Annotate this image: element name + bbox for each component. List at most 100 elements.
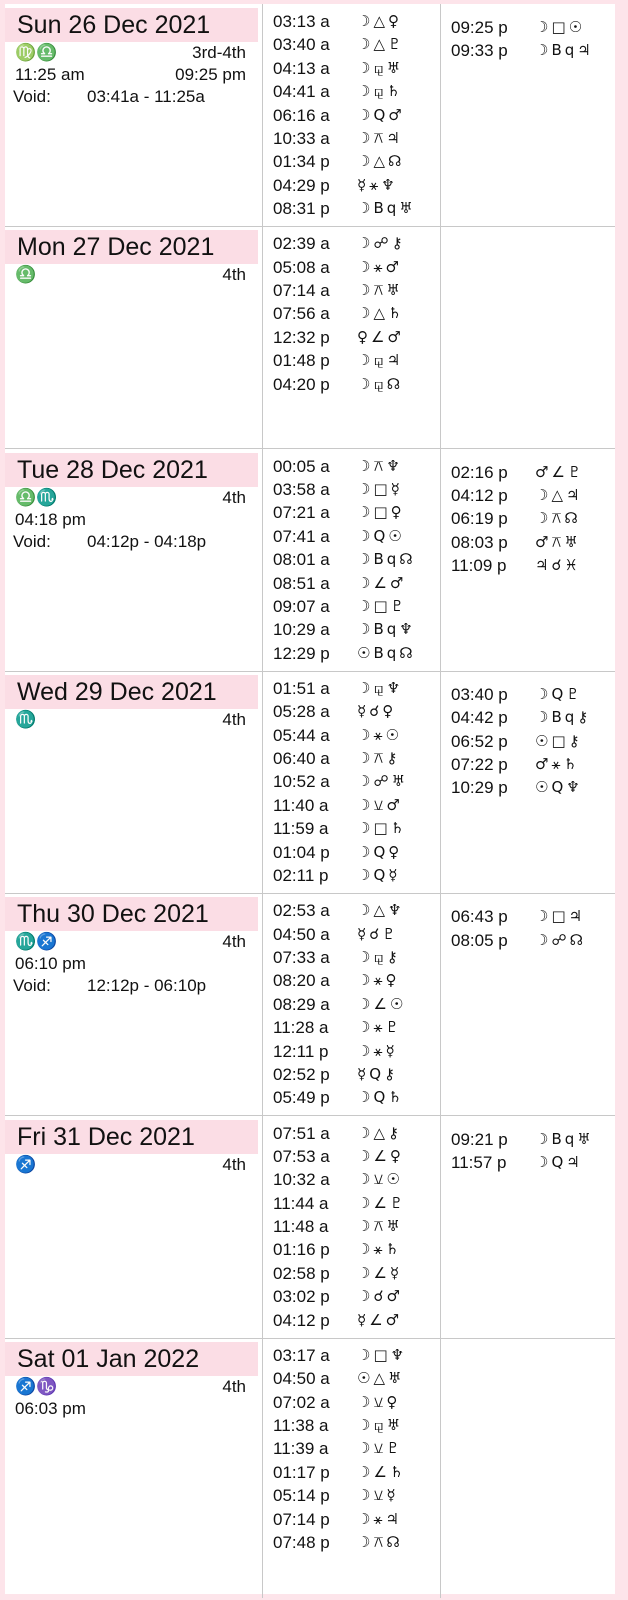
aspect-time: 03:13 a	[273, 12, 330, 31]
times-line: 04:18 pm	[5, 509, 262, 531]
aspect-row: 07:14 p ☽⚹♃	[263, 1508, 440, 1531]
aspect-list: 03:17 a ☽□♆ 04:50 a ☉△♅ 07:02 a ☽⚺♀ 11:38 a ☽⚼♅…	[263, 1338, 440, 1555]
times-line: 11:25 am 09:25 pm	[5, 64, 262, 86]
aspect-glyphs: ☽⚻☊	[357, 1532, 403, 1551]
aspect-row: 08:01 a ☽Bq☊	[263, 548, 440, 571]
aspect-time: 03:17 a	[273, 1345, 330, 1365]
day-row: Wed 29 Dec 2021 ♏ 4th 01:51 a ☽⚼♆ 05:28 a ☿☌♀ 0…	[5, 670, 615, 894]
aspect-glyphs: ☿∠♂	[357, 1310, 403, 1329]
phase-time: 09:25 pm	[175, 65, 246, 84]
aspect-row: 11:44 a ☽∠♇	[263, 1192, 440, 1215]
aspect-list: 03:13 a ☽△♀ 03:40 a ☽△♇ 04:13 a ☽⚼♅ 04:41 a ☽⚼♄…	[263, 4, 440, 221]
times-line: 06:03 pm	[5, 1398, 262, 1420]
aspect-row: 11:09 p ♃☌♓	[441, 554, 615, 577]
day-date-header: Sat 01 Jan 2022	[5, 1341, 258, 1376]
day-date-header: Thu 30 Dec 2021	[5, 897, 258, 932]
aspect-time: 12:11 p	[273, 1041, 329, 1061]
aspect-list: 00:05 a ☽⚻♆ 03:58 a ☽□☿ 07:21 a ☽□♀ 07:41 a ☽Q☉…	[263, 449, 440, 666]
aspect-glyphs: ☽□☉	[535, 18, 586, 36]
aspect-glyphs: ☽Q♃	[535, 1152, 583, 1171]
day-row: Thu 30 Dec 2021 ♏♐ 4th 06:10 pm Void: 12:12p …	[5, 893, 615, 1117]
moon-phase: 4th	[222, 1376, 246, 1396]
aspect-row: 01:48 p ☽⚼♃	[263, 349, 440, 372]
aspect-time: 04:29 p	[273, 175, 330, 195]
aspect-time: 07:02 a	[273, 1392, 330, 1412]
aspect-glyphs: ☽Q☉	[357, 526, 405, 545]
aspects-column: 01:51 a ☽⚼♆ 05:28 a ☿☌♀ 05:44 a ☽⚹☉ 06:40 a ☽⚻⚷…	[263, 670, 441, 893]
aspect-glyphs: ☽∠♄	[357, 1462, 407, 1481]
aspect-time: 05:28 a	[273, 702, 330, 722]
aspect-row: 07:56 a ☽△♄	[263, 302, 440, 325]
aspect-time: 10:29 a	[273, 620, 330, 640]
aspect-glyphs: ☽☍☊	[535, 930, 586, 949]
aspect-glyphs: ♂⚻♅	[535, 532, 581, 551]
aspect-row: 02:58 p ☽∠☿	[263, 1262, 440, 1285]
ingress-time: 04:18 pm	[15, 509, 86, 529]
void-line: Void: 03:41a - 11:25a	[5, 86, 262, 108]
aspect-glyphs: ☽Q♀	[357, 842, 403, 861]
aspect-glyphs: ☽⚺♀	[357, 1392, 401, 1411]
aspect-time: 11:48 a	[273, 1217, 329, 1237]
aspect-time: 10:33 a	[273, 128, 330, 148]
aspect-glyphs: ☽∠☿	[357, 1263, 403, 1282]
aspect-row: 02:16 p ♂∠♇	[441, 461, 615, 484]
aspect-row: 10:29 a ☽Bq♆	[263, 618, 440, 641]
void-label: Void:	[13, 976, 51, 996]
aspect-glyphs: ☉Bq☊	[357, 643, 416, 662]
moon-phase: 4th	[222, 1154, 246, 1174]
aspect-time: 06:19 p	[451, 509, 508, 529]
aspect-glyphs: ☽⚹☉	[357, 725, 402, 744]
sign-phase-line: ♍♎ 3rd-4th	[5, 42, 262, 64]
aspect-glyphs: ☽□☿	[357, 479, 403, 498]
aspect-row: 09:21 p ☽Bq♅	[441, 1128, 615, 1151]
aspect-row: 10:29 p ☉Q♆	[441, 776, 615, 799]
aspect-glyphs: ☽△♇	[357, 35, 405, 54]
aspect-glyphs: ☽⚼♄	[357, 82, 404, 101]
aspect-time: 07:56 a	[273, 304, 330, 324]
aspect-glyphs: ☽⚼☊	[357, 374, 404, 393]
aspect-row: 07:14 a ☽⚻♅	[263, 279, 440, 302]
aspect-row: 08:29 a ☽∠☉	[263, 993, 440, 1016]
day-date-header: Wed 29 Dec 2021	[5, 674, 258, 709]
aspect-glyphs: ☽⚹♇	[357, 1018, 402, 1037]
aspect-row: 09:07 a ☽□♇	[263, 595, 440, 618]
aspects-column	[441, 226, 615, 448]
aspect-glyphs: ☽□♃	[535, 907, 586, 926]
aspect-row: 07:51 a ☽△⚷	[263, 1122, 440, 1145]
aspect-time: 04:20 p	[273, 374, 330, 394]
aspect-glyphs: ☿Q⚷	[357, 1064, 398, 1083]
aspect-time: 02:58 p	[273, 1263, 330, 1283]
moon-signs: ♐♑	[15, 1376, 58, 1396]
aspect-glyphs: ☽∠♇	[357, 1193, 407, 1212]
aspect-time: 07:14 p	[273, 1509, 330, 1529]
sign-phase-line: ♎ 4th	[5, 264, 262, 286]
aspect-glyphs: ☽□♆	[357, 1345, 408, 1364]
aspect-glyphs: ☽⚻♅	[357, 281, 403, 300]
aspect-time: 11:28 a	[273, 1018, 329, 1038]
aspect-time: 10:32 a	[273, 1170, 330, 1190]
aspect-row: 03:17 a ☽□♆	[263, 1344, 440, 1367]
aspect-row: 11:38 a ☽⚼♅	[263, 1414, 440, 1437]
aspect-list: 06:43 p ☽□♃ 08:05 p ☽☍☊	[441, 893, 615, 952]
aspect-glyphs: ☽⚺☉	[357, 1170, 403, 1189]
aspect-list: 07:51 a ☽△⚷ 07:53 a ☽∠♀ 10:32 a ☽⚺☉ 11:44 a ☽∠♇…	[263, 1116, 440, 1333]
aspect-row: 05:28 a ☿☌♀	[263, 700, 440, 723]
moon-signs: ♎♏	[15, 487, 58, 507]
aspect-time: 08:03 p	[451, 532, 508, 552]
aspect-row: 07:53 a ☽∠♀	[263, 1145, 440, 1168]
aspect-row: 03:58 a ☽□☿	[263, 478, 440, 501]
aspect-glyphs: ☽⚻♃	[357, 128, 403, 147]
aspect-glyphs: ☽☍♅	[357, 772, 409, 791]
aspect-row: 10:52 a ☽☍♅	[263, 770, 440, 793]
aspect-time: 12:32 p	[273, 327, 330, 347]
aspect-time: 08:20 a	[273, 971, 330, 991]
aspect-time: 08:29 a	[273, 994, 330, 1014]
aspect-time: 07:51 a	[273, 1123, 330, 1143]
sign-phase-line: ♐ 4th	[5, 1154, 262, 1176]
sign-phase-line: ♏ 4th	[5, 709, 262, 731]
aspect-row: 12:11 p ☽⚹☿	[263, 1040, 440, 1063]
aspect-glyphs: ☽☍⚷	[357, 234, 406, 253]
aspect-time: 02:53 a	[273, 901, 330, 921]
aspect-time: 01:51 a	[273, 678, 330, 698]
aspect-time: 02:39 a	[273, 234, 330, 254]
